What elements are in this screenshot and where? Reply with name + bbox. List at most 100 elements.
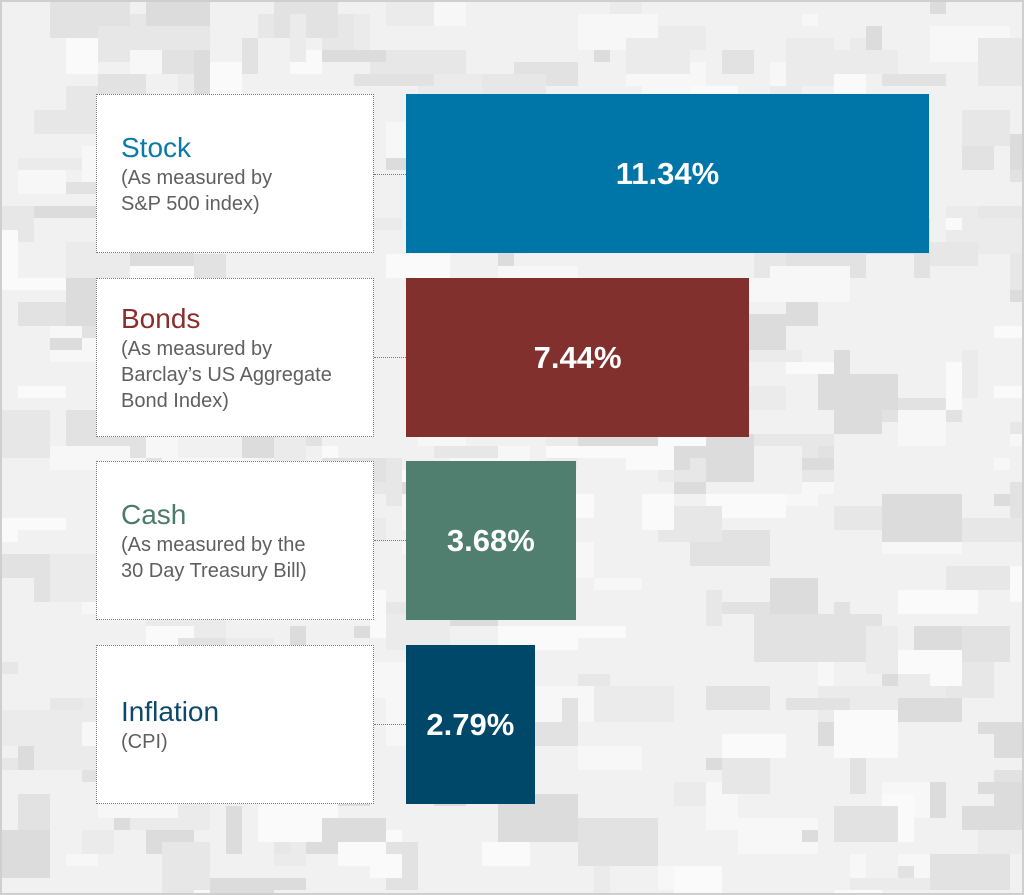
camo-patch <box>898 410 946 446</box>
camo-patch <box>610 2 642 14</box>
camo-patch <box>818 446 834 458</box>
camo-patch <box>18 794 50 830</box>
camo-patch <box>178 74 194 98</box>
camo-patch <box>594 686 674 722</box>
connector-line <box>374 357 406 358</box>
camo-patch <box>754 614 818 662</box>
category-label-box: Stock (As measured by S&P 500 index) <box>96 94 374 253</box>
camo-patch <box>706 590 722 626</box>
camo-patch <box>50 338 82 350</box>
camo-patch <box>930 242 978 266</box>
camo-patch <box>674 866 722 893</box>
camo-patch <box>850 878 930 890</box>
camo-patch <box>1010 254 1022 290</box>
camo-patch <box>66 854 98 866</box>
camo-patch <box>546 446 626 458</box>
camo-patch <box>994 770 1022 782</box>
camo-patch <box>786 494 818 506</box>
camo-patch <box>994 326 1022 338</box>
camo-patch <box>962 110 1010 146</box>
camo-patch <box>642 494 674 530</box>
camo-patch <box>578 818 658 866</box>
camo-patch <box>1010 434 1022 446</box>
data-label: 11.34% <box>615 155 720 191</box>
camo-patch <box>50 554 98 602</box>
camo-patch <box>578 626 626 638</box>
camo-patch <box>98 26 130 50</box>
camo-patch <box>1010 482 1022 518</box>
data-label: 7.44% <box>533 339 622 375</box>
camo-patch <box>434 446 498 458</box>
camo-patch <box>834 890 882 893</box>
camo-patch <box>674 782 706 806</box>
camo-patch <box>594 866 610 893</box>
camo-patch <box>706 434 754 482</box>
camo-patch <box>2 830 50 878</box>
camo-patch <box>354 74 434 86</box>
camo-patch <box>626 74 642 86</box>
camo-patch <box>370 218 402 230</box>
camo-patch <box>770 62 786 86</box>
category-label-box: Cash (As measured by the 30 Day Treasury… <box>96 461 374 620</box>
camo-patch <box>802 458 834 470</box>
camo-patch <box>946 566 1010 590</box>
camo-patch <box>386 614 450 650</box>
camo-patch <box>818 662 834 686</box>
camo-patch <box>994 458 1010 470</box>
camo-patch <box>18 386 66 398</box>
camo-patch <box>18 206 98 218</box>
camo-patch <box>962 350 978 398</box>
camo-patch <box>370 590 386 638</box>
camo-patch <box>50 698 82 710</box>
camo-patch <box>962 146 994 170</box>
camo-patch <box>802 14 818 26</box>
camo-patch <box>786 698 850 710</box>
camo-patch <box>162 854 194 893</box>
camo-patch <box>834 710 898 758</box>
connector-line <box>374 174 406 175</box>
category-title: Inflation <box>121 695 220 727</box>
camo-patch <box>834 350 850 386</box>
camo-patch <box>834 602 850 614</box>
camo-patch <box>2 662 18 674</box>
camo-patch <box>978 38 1022 86</box>
bar-stock: 11.34% <box>406 94 929 253</box>
camo-patch <box>530 686 562 722</box>
camo-patch <box>962 518 1022 542</box>
data-label: 2.79% <box>426 706 515 742</box>
camo-patch <box>322 446 338 458</box>
camo-patch <box>706 758 722 770</box>
camo-patch <box>578 746 642 770</box>
row-cash: Cash (As measured by the 30 Day Treasury… <box>2 461 1022 620</box>
camo-patch <box>706 686 770 710</box>
camo-patch <box>162 26 210 50</box>
camo-patch <box>994 782 1022 830</box>
camo-patch <box>850 38 866 50</box>
camo-patch <box>274 842 290 854</box>
camo-patch <box>482 842 530 866</box>
camo-patch <box>34 110 98 134</box>
category-title: Bonds <box>121 302 201 334</box>
camo-patch <box>226 806 242 854</box>
camo-patch <box>386 50 466 74</box>
camo-patch <box>818 374 898 410</box>
row-bonds: Bonds (As measured by Barclay’s US Aggre… <box>2 278 1022 437</box>
camo-patch <box>434 2 466 26</box>
camo-patch <box>274 878 306 890</box>
camo-patch <box>2 278 82 290</box>
camo-patch <box>834 806 898 842</box>
camo-patch <box>882 74 946 86</box>
camo-patch <box>722 50 754 74</box>
camo-patch <box>498 266 578 278</box>
camo-patch <box>930 854 1010 890</box>
category-title: Stock <box>121 131 192 163</box>
camo-patch <box>770 578 818 614</box>
camo-patch <box>82 830 114 854</box>
camo-patch <box>994 386 1022 398</box>
camo-patch <box>946 218 962 230</box>
camo-patch <box>930 782 946 818</box>
camo-patch <box>594 578 642 590</box>
camo-patch <box>946 362 962 410</box>
camo-patch <box>2 410 50 458</box>
camo-patch <box>898 590 978 614</box>
